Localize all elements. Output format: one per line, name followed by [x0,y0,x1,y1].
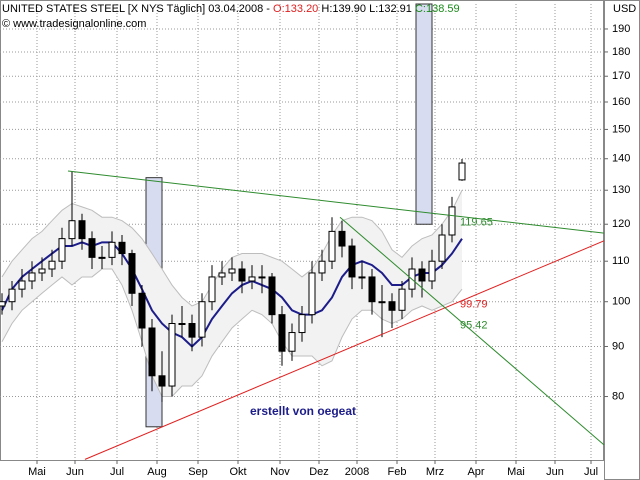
annotation: erstellt von oegeat [250,404,356,418]
highlight-box [415,3,433,225]
candle-body [368,276,376,303]
currency-label: USD [613,3,636,15]
candle-body [168,323,176,387]
trendline [84,240,605,460]
candle-body [358,276,366,279]
close-label: C:138.59 [415,3,460,15]
x-tick-label: Mai [507,466,525,478]
y-tick-label: 140 [612,153,630,165]
annotation: 119.65 [460,216,493,228]
candle-body [58,238,66,262]
candle-body [148,327,156,377]
candle-body [458,162,466,181]
y-tick-label: 90 [612,340,624,352]
trendline [339,216,605,446]
candle-body [338,230,346,247]
x-tick-label: Apr [467,466,484,478]
trendline [67,170,605,234]
candle-body [38,268,46,274]
candle-body [158,375,166,387]
candle-body [328,230,336,262]
candle-body [88,238,96,258]
title-text: UNITED STATES STEEL [X NYS Täglich] 03.0… [2,3,270,15]
annotation: 95.42 [460,320,488,332]
low-label: L:132.91 [369,3,412,15]
candle-body [208,276,216,303]
candle-body [118,241,126,255]
candle-body [378,301,386,304]
x-tick-label: Sep [188,466,208,478]
x-tick-label: Okt [229,466,246,478]
candle-body [248,276,256,282]
candle-body [228,268,236,274]
candle-body [278,314,286,352]
high-label: H:139.90 [321,3,366,15]
candle-body [48,260,56,270]
y-tick-label: 80 [612,390,624,402]
open-label: O:133.20 [273,3,318,15]
candle-body [398,288,406,311]
y-tick-label: 160 [612,96,630,108]
candle-body [348,245,356,278]
x-tick-label: Feb [388,466,407,478]
y-tick-label: 180 [612,46,630,58]
x-tick-label: Dez [309,466,329,478]
candle-body [128,253,136,294]
candle-body [298,314,306,334]
candle-body [308,272,316,316]
candle-body [198,301,206,338]
chart-title: UNITED STATES STEEL [X NYS Täglich] 03.0… [2,3,460,15]
y-tick-label: 150 [612,123,630,135]
candle-body [188,323,196,338]
candle-body [18,280,26,290]
moving-average [1,238,463,348]
candle-body [68,220,76,240]
candle-body [388,301,396,311]
y-tick-label: 110 [612,255,630,267]
y-tick-label: 130 [612,184,630,196]
candle-body [108,241,116,258]
candle-body [0,301,6,307]
candle-body [8,288,16,303]
y-tick-label: 120 [612,218,630,230]
y-axis-panel [604,0,640,480]
x-tick-label: Jun [546,466,564,478]
candle-body [428,260,436,282]
candle-body [218,272,226,278]
candle-body [98,256,106,259]
y-tick-label: 100 [612,296,630,308]
candle-body [418,268,426,282]
y-tick-label: 190 [612,23,630,35]
candle-body [178,323,186,326]
candle-body [268,276,276,316]
annotation: 99.79 [460,299,488,311]
candle-body [448,206,456,236]
candle-body [238,268,246,282]
candle-body [438,234,446,262]
y-tick-label: 170 [612,70,630,82]
candle-body [138,292,146,329]
band-line [1,268,463,398]
x-tick-label: Jul [584,466,598,478]
x-tick-label: Aug [147,466,167,478]
candle-body [288,332,296,352]
x-tick-label: Mai [28,466,46,478]
candle-body [318,260,326,274]
x-tick-label: Jun [66,466,84,478]
candle-body [28,272,36,282]
chart-subtitle: © www.tradesignalonline.com [2,18,146,30]
candle-body [78,220,86,240]
x-tick-label: Jul [110,466,124,478]
x-tick-label: 2008 [345,466,369,478]
candle-body [258,276,266,279]
x-tick-label: Mrz [426,466,444,478]
x-tick-label: Nov [270,466,290,478]
